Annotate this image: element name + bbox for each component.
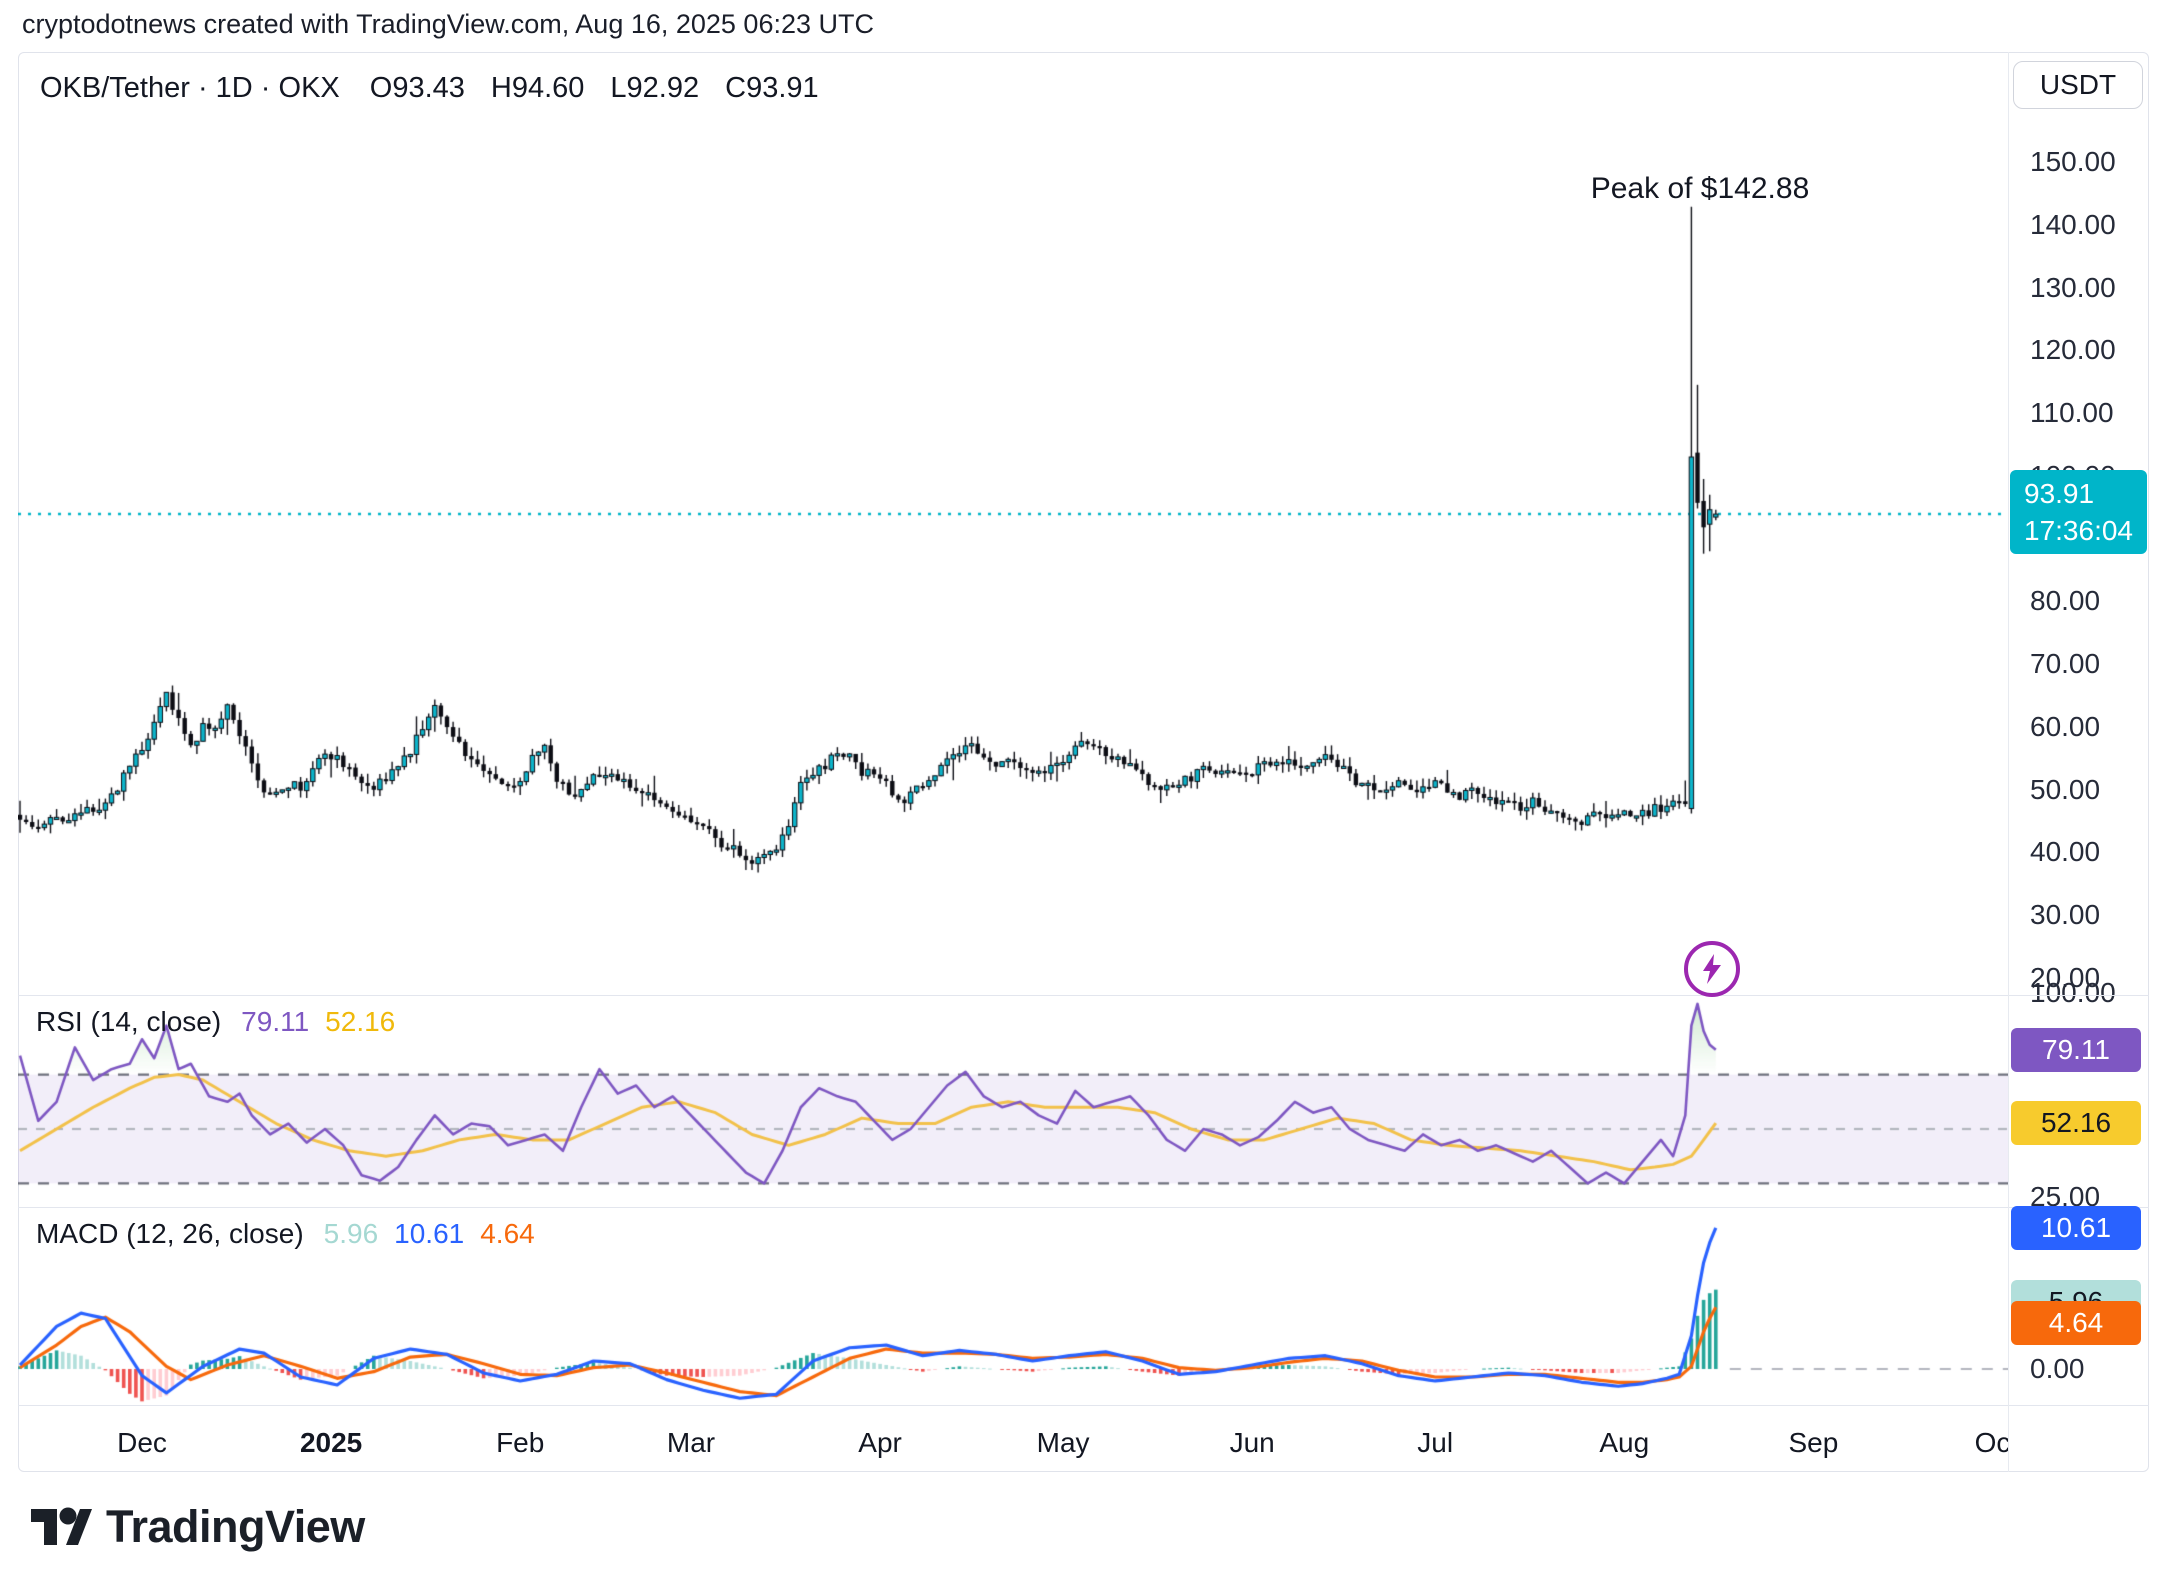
- rsi-ma-value-badge: 52.16: [2011, 1101, 2141, 1146]
- rsi-indicator-title: RSI (14, close) 79.11 52.16: [36, 1006, 395, 1038]
- peak-annotation: Peak of $142.88: [1590, 172, 1810, 205]
- price-tick-label: 80.00: [2030, 585, 2101, 617]
- price-pane-canvas[interactable]: [18, 52, 2008, 995]
- symbol-title: OKB/Tether · 1D · OKX: [40, 72, 340, 104]
- time-axis-label: Aug: [1599, 1427, 1650, 1458]
- price-tick-label: 130.00: [2030, 271, 2116, 303]
- pane-separator: [18, 995, 2149, 996]
- pane-separator: [18, 1207, 2149, 1208]
- tradingview-logo[interactable]: TradingView: [30, 1496, 365, 1558]
- symbol-header: OKB/Tether · 1D · OKX O93.43 H94.60 L92.92 C…: [40, 72, 845, 105]
- time-axis-label: Feb: [496, 1427, 545, 1458]
- price-tick-label: 140.00: [2030, 208, 2116, 240]
- time-axis-label: Jul: [1417, 1427, 1454, 1458]
- time-axis-label: Oct: [1974, 1427, 2008, 1458]
- rsi-tick-label: 100.00: [2030, 977, 2116, 1008]
- tradingview-logo-mark: [31, 1507, 92, 1545]
- macd-line-badge: 10.61: [2011, 1205, 2141, 1250]
- price-tick-label: 150.00: [2030, 146, 2116, 177]
- price-tick-label: 20.00: [2030, 962, 2101, 993]
- currency-toggle-button[interactable]: USDT: [2013, 61, 2143, 109]
- tradingview-logo-text: TradingView: [106, 1501, 365, 1552]
- macd-indicator-title: MACD (12, 26, close) 5.96 10.61 4.64: [36, 1218, 535, 1250]
- current-price-value: 93.91: [2024, 478, 2095, 509]
- rsi-ma-value: 52.16: [325, 1006, 396, 1037]
- macd-pane-canvas[interactable]: [18, 1207, 2008, 1405]
- macd-signal-value: 4.64: [480, 1218, 535, 1249]
- time-axis-label: Mar: [666, 1427, 716, 1458]
- macd-hist-value: 5.96: [323, 1218, 379, 1249]
- price-axis-separator: [2008, 52, 2009, 1472]
- macd-zero-label: 0.00: [2030, 1353, 2085, 1384]
- time-axis-label: Apr: [858, 1427, 902, 1458]
- rsi-value: 79.11: [241, 1006, 310, 1037]
- price-tick-label: 120.00: [2030, 334, 2116, 366]
- rsi-pane-canvas[interactable]: [18, 995, 2008, 1207]
- lightning-bolt-glyph: [1703, 954, 1721, 984]
- time-axis-label: Dec: [117, 1427, 167, 1458]
- rsi-value-badge: 79.11: [2011, 1027, 2141, 1072]
- time-axis-label: 2025: [299, 1427, 363, 1458]
- ohlc-low: L92.92: [610, 72, 700, 104]
- lightning-bolt-icon[interactable]: [1684, 941, 1740, 997]
- time-axis-label: May: [1036, 1427, 1090, 1458]
- price-tick-label: 40.00: [2030, 836, 2101, 868]
- macd-line-value: 10.61: [394, 1218, 465, 1249]
- price-tick-label: 110.00: [2030, 397, 2114, 429]
- time-axis-label: Sep: [1788, 1427, 1839, 1458]
- ohlc-close: C93.91: [725, 72, 819, 104]
- pane-separator: [18, 1405, 2149, 1406]
- current-price-badge: 93.91 17:36:04: [2010, 470, 2147, 554]
- time-axis-label: Jun: [1229, 1427, 1275, 1458]
- time-axis: Dec 2025 Feb Mar Apr May Jun Jul Aug Sep Oct: [18, 1405, 2008, 1471]
- ohlc-open: O93.43: [369, 72, 465, 104]
- attribution-text: cryptodotnews created with TradingView.c…: [22, 9, 874, 39]
- macd-title-text: MACD (12, 26, close): [36, 1218, 304, 1249]
- price-tick-label: 50.00: [2030, 773, 2101, 805]
- countdown-timer: 17:36:04: [2024, 515, 2133, 546]
- rsi-title-text: RSI (14, close): [36, 1006, 222, 1037]
- price-tick-label: 60.00: [2030, 710, 2101, 742]
- macd-signal-badge: 4.64: [2011, 1301, 2141, 1346]
- price-tick-label: 70.00: [2030, 648, 2101, 680]
- price-tick-label: 30.00: [2030, 899, 2101, 931]
- ohlc-high: H94.60: [490, 72, 585, 104]
